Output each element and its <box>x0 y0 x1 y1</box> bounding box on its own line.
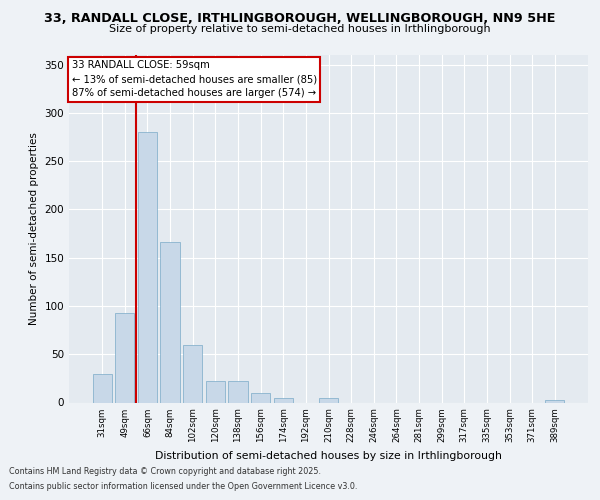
Bar <box>92 374 112 402</box>
Text: 33, RANDALL CLOSE, IRTHLINGBOROUGH, WELLINGBOROUGH, NN9 5HE: 33, RANDALL CLOSE, IRTHLINGBOROUGH, WELL… <box>44 12 556 26</box>
Bar <box>229 382 248 402</box>
Bar <box>115 312 134 402</box>
Bar <box>251 393 270 402</box>
Bar <box>206 382 225 402</box>
Bar <box>274 398 293 402</box>
X-axis label: Distribution of semi-detached houses by size in Irthlingborough: Distribution of semi-detached houses by … <box>155 450 502 460</box>
Text: Contains HM Land Registry data © Crown copyright and database right 2025.: Contains HM Land Registry data © Crown c… <box>9 467 321 476</box>
Bar <box>160 242 180 402</box>
Text: Size of property relative to semi-detached houses in Irthlingborough: Size of property relative to semi-detach… <box>109 24 491 34</box>
Bar <box>319 398 338 402</box>
Text: Contains public sector information licensed under the Open Government Licence v3: Contains public sector information licen… <box>9 482 358 491</box>
Y-axis label: Number of semi-detached properties: Number of semi-detached properties <box>29 132 39 325</box>
Bar <box>138 132 157 402</box>
Bar <box>183 344 202 403</box>
Bar <box>545 400 565 402</box>
Text: 33 RANDALL CLOSE: 59sqm
← 13% of semi-detached houses are smaller (85)
87% of se: 33 RANDALL CLOSE: 59sqm ← 13% of semi-de… <box>71 60 317 98</box>
